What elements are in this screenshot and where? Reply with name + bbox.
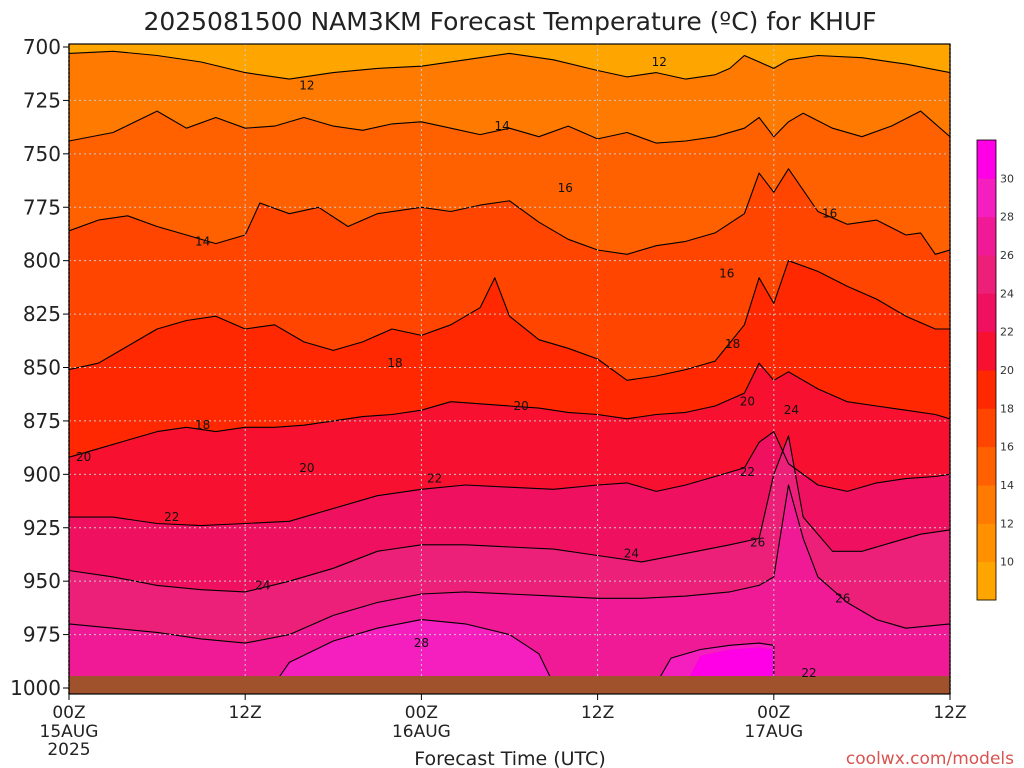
- x-tick-label-0: 00Z: [52, 703, 85, 723]
- x-tick-label-1: 12Z: [229, 703, 262, 723]
- y-tick-label-925: 925: [23, 516, 61, 540]
- contour-label-23: 22: [801, 666, 816, 680]
- colorbar-label-28: 28: [1000, 211, 1014, 224]
- x-tick-label-3: 12Z: [581, 703, 614, 723]
- contour-label-17: 24: [255, 578, 270, 592]
- y-tick-label-975: 975: [23, 623, 61, 647]
- y-tick-label-700: 700: [23, 35, 61, 59]
- isotherm-26-7: [69, 484, 950, 644]
- contour-label-5: 16: [719, 267, 734, 281]
- y-tick-label-825: 825: [23, 302, 61, 326]
- colorbar-label-26: 26: [1000, 249, 1014, 262]
- colorbar: 10 12 14 16 18 20 22 24 26 28 30: [976, 139, 1014, 601]
- contour-label-6: 16: [822, 207, 837, 221]
- colorbar-label-12: 12: [1000, 517, 1014, 530]
- contour-label-12: 20: [514, 399, 529, 413]
- colorbar-swatch-10: [977, 178, 996, 218]
- colorbar-label-30: 30: [1000, 172, 1014, 185]
- x-tick-date-2: 16AUG: [392, 722, 451, 742]
- contour-label-1: 12: [652, 55, 667, 69]
- colorbar-label-24: 24: [1000, 287, 1014, 300]
- contour-label-7: 18: [195, 418, 210, 432]
- colorbar-swatch-11: [977, 140, 996, 179]
- contour-label-11: 20: [299, 461, 314, 475]
- x-tick-label-4: 00Z: [757, 703, 790, 723]
- colorbar-swatch-4: [977, 408, 996, 448]
- x-tick-label-5: 12Z: [933, 703, 966, 723]
- colorbar-label-14: 14: [1000, 479, 1014, 492]
- band-28-8: [274, 619, 554, 684]
- y-tick-label-875: 875: [23, 409, 61, 433]
- contour-label-3: 14: [495, 119, 510, 133]
- x-tick-label-2: 00Z: [405, 703, 438, 723]
- band-26-7: [69, 485, 950, 694]
- temperature-bands: [69, 44, 950, 694]
- y-tick-label-800: 800: [23, 249, 61, 273]
- contour-label-2: 14: [195, 234, 210, 248]
- colorbar-swatch-1: [977, 523, 996, 563]
- y-tick-label-725: 725: [23, 88, 61, 112]
- contour-label-15: 22: [427, 472, 442, 486]
- colorbar-swatch-6: [977, 331, 996, 371]
- source-credit: coolwx.com/models: [846, 749, 1014, 768]
- x-tick-date-4: 17AUG: [744, 722, 803, 742]
- y-tick-label-900: 900: [23, 462, 61, 486]
- isotherm-18-3: [69, 260, 950, 381]
- colorbar-swatch-8: [977, 255, 996, 294]
- y-tick-label-850: 850: [23, 356, 61, 380]
- ground-strip: [69, 676, 950, 694]
- colorbar-label-10: 10: [1000, 556, 1014, 569]
- contour-label-10: 20: [76, 450, 91, 464]
- contour-labels: 12 12 14 14 16 16 16 18 18 18 20 20 20 20 22 22 22 24 24 24…: [76, 55, 850, 680]
- isotherm-lines: [69, 50, 950, 685]
- contour-label-18: 24: [624, 546, 639, 560]
- contour-label-13: 20: [740, 395, 755, 409]
- y-tick-label-1000: 1000: [10, 676, 61, 700]
- colorbar-swatch-0: [977, 561, 996, 601]
- colorbar-label-18: 18: [1000, 402, 1014, 415]
- contour-label-16: 22: [740, 465, 755, 479]
- isotherm-16-2: [69, 168, 950, 255]
- colorbar-swatch-7: [977, 293, 996, 333]
- contour-label-8: 18: [387, 356, 402, 370]
- contour-label-22: 28: [414, 636, 429, 650]
- colorbar-label-22: 22: [1000, 326, 1014, 339]
- isotherm-14-1: [69, 110, 950, 144]
- contour-label-20: 26: [750, 536, 765, 550]
- contour-label-0: 12: [299, 79, 314, 93]
- y-tick-label-775: 775: [23, 195, 61, 219]
- x-axis-label: Forecast Time (UTC): [414, 748, 605, 768]
- colorbar-swatch-5: [977, 370, 996, 409]
- chart-title: 2025081500 NAM3KM Forecast Temperature (…: [143, 7, 876, 36]
- colorbar-swatch-9: [977, 216, 996, 256]
- band-30: [685, 647, 774, 684]
- colorbar-swatch-3: [977, 446, 996, 486]
- plot-frame: [68, 43, 951, 695]
- colorbar-swatch-2: [977, 485, 996, 524]
- y-axis: 700 725 750 775 800 825 850 875 900 925 950 975 1000: [10, 35, 69, 700]
- x-tick-date-0: 15AUG: [40, 722, 99, 742]
- colorbar-frame: [976, 139, 997, 601]
- contour-label-14: 22: [164, 510, 179, 524]
- isotherm-20-4: [69, 362, 950, 458]
- colorbar-label-20: 20: [1000, 364, 1014, 377]
- x-tick-year-0: 2025: [47, 740, 90, 760]
- y-tick-label-750: 750: [23, 142, 61, 166]
- isotherm-22-5: [69, 431, 950, 527]
- contour-label-9: 18: [725, 337, 740, 351]
- contour-label-4: 16: [558, 181, 573, 195]
- contour-label-19: 24: [784, 403, 799, 417]
- colorbar-label-16: 16: [1000, 441, 1014, 454]
- contour-label-21: 26: [835, 591, 850, 605]
- y-tick-label-950: 950: [23, 569, 61, 593]
